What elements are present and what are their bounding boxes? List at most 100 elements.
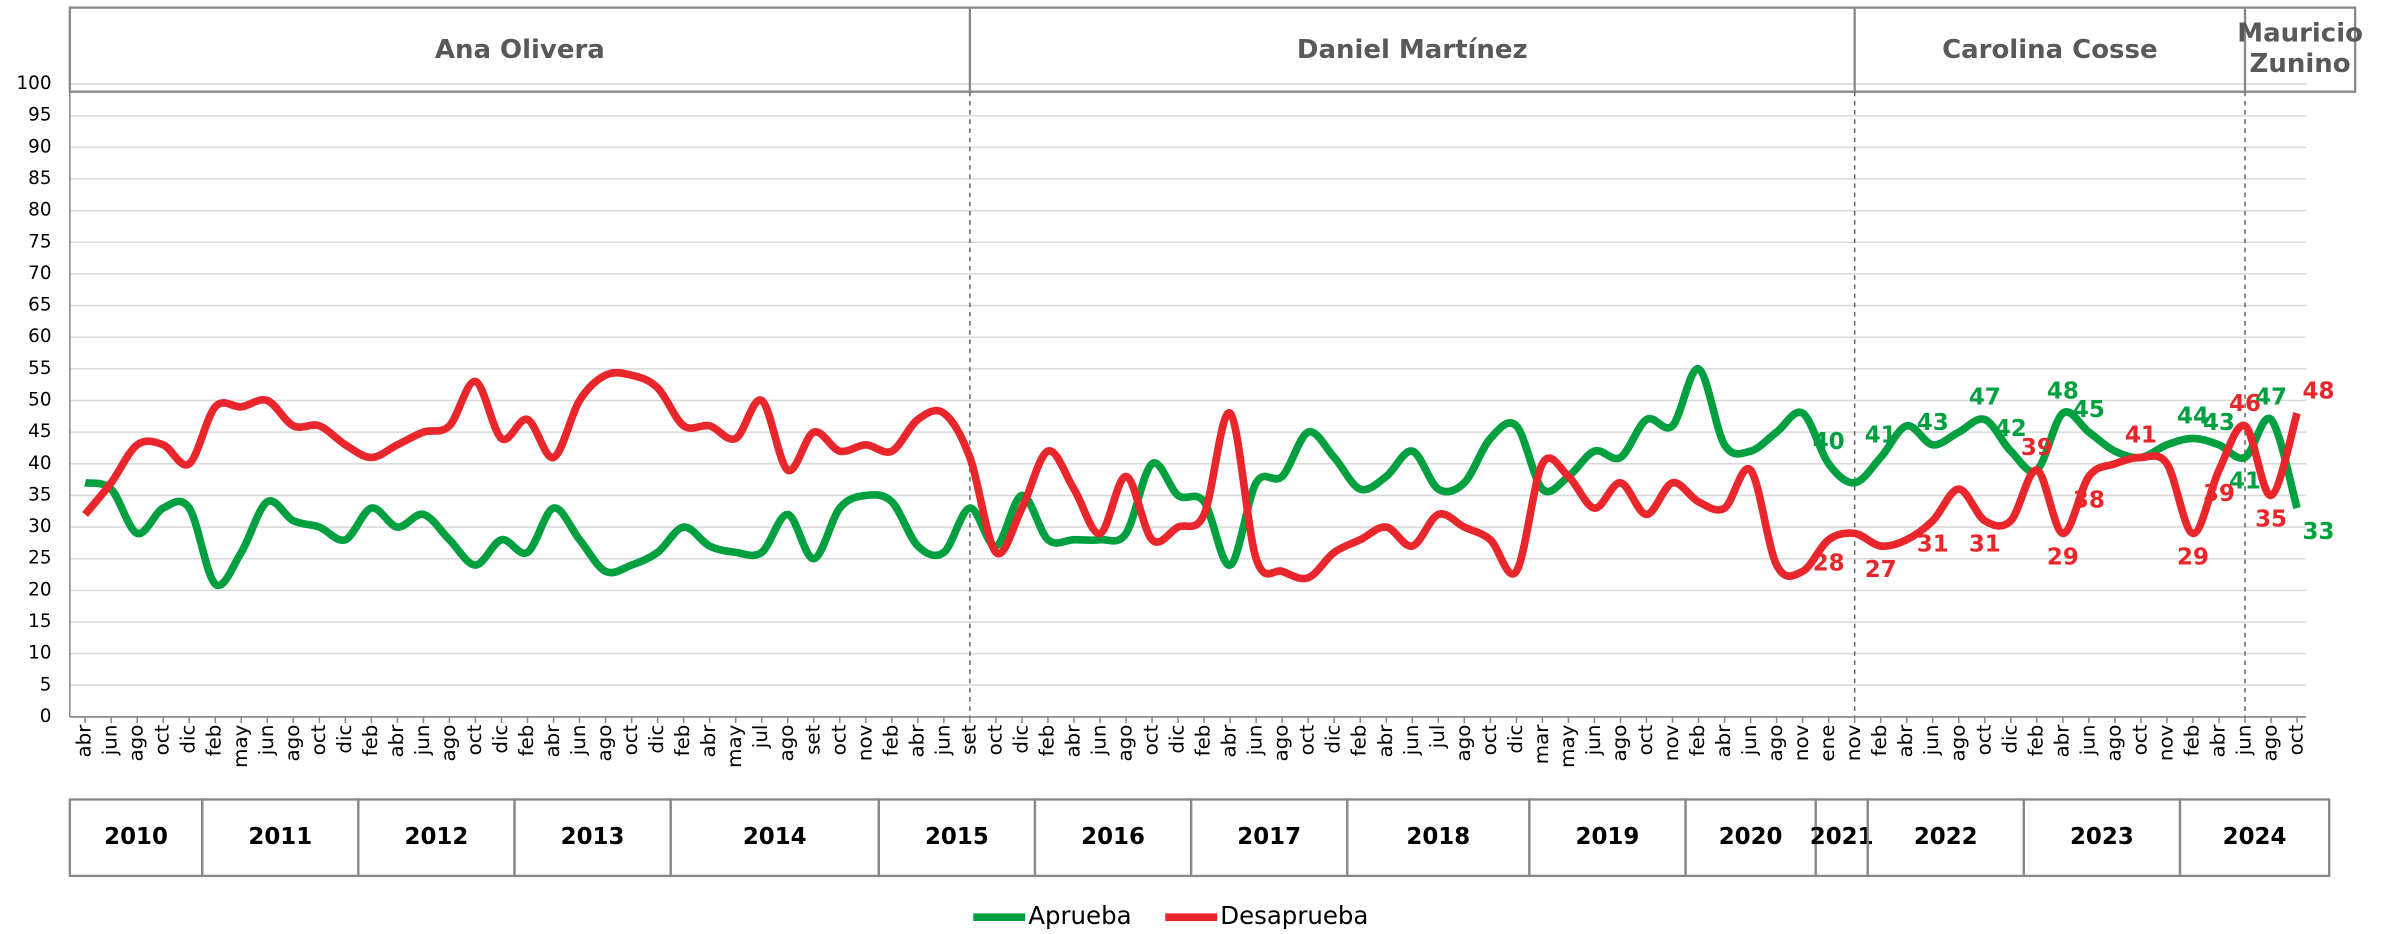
x-tick-label: oct xyxy=(463,724,486,755)
year-label: 2024 xyxy=(2223,824,2287,850)
x-tick-label: feb xyxy=(2180,725,2203,757)
x-tick-label: nov xyxy=(2154,724,2177,761)
year-label: 2018 xyxy=(1406,824,1470,850)
x-tick-label: feb xyxy=(1035,725,1058,757)
x-tick-label: abr xyxy=(2206,724,2229,758)
data-label: 40 xyxy=(1813,429,1845,455)
y-tick-label: 20 xyxy=(28,579,51,600)
x-tick-label: jun xyxy=(99,725,122,757)
x-tick-label: ene xyxy=(1816,725,1839,762)
data-label: 29 xyxy=(2177,544,2209,570)
x-tick-label: jun xyxy=(1244,725,1267,757)
x-tick-label: dic xyxy=(1166,725,1189,754)
x-tick-label: may xyxy=(723,724,746,768)
y-tick-label: 45 xyxy=(28,421,51,442)
data-label: 41 xyxy=(2125,423,2157,449)
y-tick-label: 90 xyxy=(28,136,51,157)
x-tick-label: ago xyxy=(2259,725,2282,762)
x-tick-label: abr xyxy=(73,724,96,758)
x-tick-label: oct xyxy=(1634,724,1657,755)
x-tick-label: nov xyxy=(1660,724,1683,761)
year-label: 2019 xyxy=(1576,824,1640,850)
x-tick-label: abr xyxy=(1218,724,1241,758)
year-label: 2010 xyxy=(104,824,168,850)
data-label: 45 xyxy=(2073,397,2105,423)
x-tick-label: abr xyxy=(2050,724,2073,758)
year-box xyxy=(2178,798,2331,878)
x-tick-label: oct xyxy=(619,724,642,755)
x-tick-label: ago xyxy=(437,725,460,762)
y-tick-label: 5 xyxy=(40,674,52,695)
x-tick-label: may xyxy=(1556,724,1579,768)
year-label: 2014 xyxy=(743,824,807,850)
x-tick-label: oct xyxy=(827,724,850,755)
x-tick-label: abr xyxy=(905,724,928,758)
x-tick-label: feb xyxy=(671,725,694,757)
year-label: 2016 xyxy=(1081,824,1145,850)
year-label: 2012 xyxy=(405,824,469,850)
x-tick-label: jul xyxy=(749,725,772,750)
x-tick-label: dic xyxy=(1504,725,1527,754)
x-tick-label: dic xyxy=(1322,725,1345,754)
x-tick-label: oct xyxy=(1140,724,1163,755)
x-tick-label: feb xyxy=(515,725,538,757)
x-tick-label: oct xyxy=(2128,724,2151,755)
x-tick-label: jun xyxy=(2233,725,2256,757)
data-label: 48 xyxy=(2047,378,2079,404)
x-tick-label: oct xyxy=(151,724,174,755)
x-tick-label: feb xyxy=(359,725,382,757)
x-tick-label: feb xyxy=(1868,725,1891,757)
x-tick-label: set xyxy=(801,724,824,755)
data-label: 39 xyxy=(2203,481,2235,507)
y-tick-label: 50 xyxy=(28,390,51,411)
x-tick-label: oct xyxy=(1478,724,1501,755)
y-tick-label: 100 xyxy=(17,73,52,94)
y-tick-label: 40 xyxy=(28,453,51,474)
x-tick-label: jul xyxy=(1426,725,1449,750)
x-tick-label: ago xyxy=(1270,725,1293,762)
x-tick-label: oct xyxy=(1296,724,1319,755)
x-tick-label: feb xyxy=(879,725,902,757)
y-tick-label: 95 xyxy=(28,105,51,126)
data-label: 44 xyxy=(2177,404,2209,430)
period-label-line: Zunino xyxy=(2250,49,2351,79)
x-tick-label: feb xyxy=(1348,725,1371,757)
legend-label: Desaprueba xyxy=(1220,901,1368,930)
x-tick-label: oct xyxy=(1972,724,1995,755)
x-tick-label: dic xyxy=(645,725,668,754)
x-tick-label: ago xyxy=(1452,725,1475,762)
x-tick-label: may xyxy=(229,724,252,768)
x-tick-label: abr xyxy=(697,724,720,758)
y-tick-label: 65 xyxy=(28,295,51,316)
period-label-line: Mauricio xyxy=(2237,18,2363,48)
year-label: 2023 xyxy=(2070,824,2134,850)
data-label: 33 xyxy=(2303,519,2335,545)
period-label: Ana Olivera xyxy=(435,35,605,65)
y-tick-label: 60 xyxy=(28,326,51,347)
x-tick-label: ago xyxy=(1764,725,1787,762)
y-tick-label: 55 xyxy=(28,358,51,379)
year-label: 2022 xyxy=(1914,824,1978,850)
x-tick-label: feb xyxy=(203,725,226,757)
data-label: 43 xyxy=(1917,410,1949,436)
data-label: 31 xyxy=(1969,532,2001,558)
x-tick-label: abr xyxy=(1712,724,1735,758)
header-frame xyxy=(68,6,2357,93)
x-tick-label: dic xyxy=(1998,725,2021,754)
x-tick-label: ago xyxy=(1946,725,1969,762)
x-tick-label: ago xyxy=(1114,725,1137,762)
x-tick-label: jun xyxy=(567,725,590,757)
data-label: 39 xyxy=(2021,435,2053,461)
x-tick-label: feb xyxy=(2024,725,2047,757)
period-label: Mauricio Zunino xyxy=(2237,18,2363,79)
x-tick-label: oct xyxy=(983,724,1006,755)
year-label: 2015 xyxy=(925,824,989,850)
x-tick-label: jun xyxy=(1088,725,1111,757)
x-tick-label: dic xyxy=(333,725,356,754)
x-tick-label: jun xyxy=(1738,725,1761,757)
data-label: 47 xyxy=(2255,385,2287,411)
data-label: 41 xyxy=(1865,423,1897,449)
x-tick-label: feb xyxy=(1192,725,1215,757)
year-label: 2020 xyxy=(1719,824,1783,850)
